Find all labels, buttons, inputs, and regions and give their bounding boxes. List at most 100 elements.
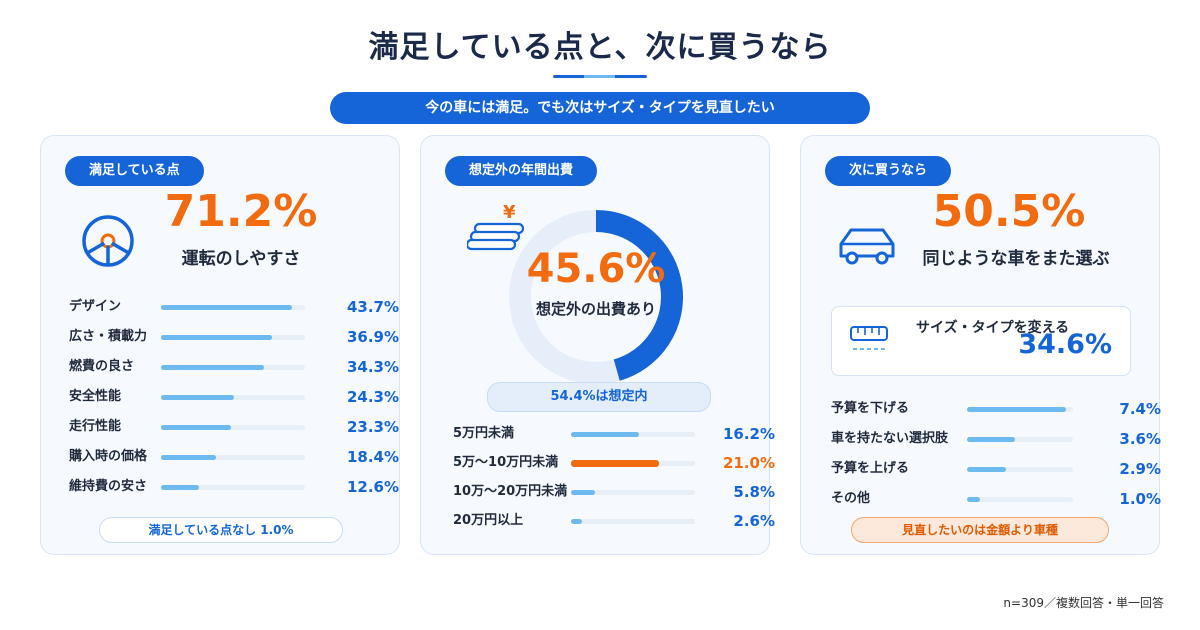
bar-row: 広さ・積載力 36.9% xyxy=(69,326,399,348)
bar-row: 予算を上げる 2.9% xyxy=(831,458,1161,480)
bar-label: 購入時の価格 xyxy=(69,449,148,464)
bar-value-label: 23.3% xyxy=(346,418,399,436)
bar xyxy=(161,335,272,340)
bar-track xyxy=(571,432,695,437)
bar-label: 予算を上げる xyxy=(831,461,910,476)
highlight-pct: 34.6% xyxy=(1018,329,1112,360)
bar-label: 維持費の安さ xyxy=(69,479,148,494)
bar-row: 安全性能 24.3% xyxy=(69,386,399,408)
bar-row: 5万円未満 16.2% xyxy=(453,423,775,445)
donut-note: 54.4%は想定内 xyxy=(487,382,711,412)
bar-value-label: 43.7% xyxy=(346,298,399,316)
bar-track xyxy=(571,460,695,467)
bar-value-label: 2.9% xyxy=(1119,460,1161,478)
bar-row: 10万〜20万円未満 5.8% xyxy=(453,481,775,503)
bar-track xyxy=(967,437,1073,442)
size-type-highlight-box: サイズ・タイプを変える 34.6% xyxy=(831,306,1131,376)
bar-label: 予算を下げる xyxy=(831,401,910,416)
bar-row: その他 1.0% xyxy=(831,488,1161,510)
bar-row: デザイン 43.7% xyxy=(69,296,399,318)
bar-label: 走行性能 xyxy=(69,419,122,434)
bar xyxy=(967,437,1016,442)
bar-track xyxy=(571,519,695,524)
bar-track xyxy=(967,407,1073,412)
footnote: n=309／複数回答・単一回答 xyxy=(1003,596,1164,610)
next-purchase-panel-label: 次に買うなら xyxy=(825,156,952,186)
bar-row: 車を持たない選択肢 3.6% xyxy=(831,428,1161,450)
unexpected-donut-chart xyxy=(509,210,683,384)
bar-track xyxy=(161,395,305,400)
bar-row: 購入時の価格 18.4% xyxy=(69,446,399,468)
bar-label: その他 xyxy=(831,491,871,506)
bar xyxy=(571,519,582,524)
steering-wheel-icon xyxy=(82,215,134,267)
bar-row: 走行性能 23.3% xyxy=(69,416,399,438)
next-purchase-note: 見直したいのは金額より車種 xyxy=(851,517,1109,543)
bar-value-label: 21.0% xyxy=(722,454,775,472)
bar-value-label: 12.6% xyxy=(346,478,399,496)
bar xyxy=(967,407,1067,412)
bar-value-label: 5.8% xyxy=(733,483,775,501)
bar xyxy=(161,425,231,430)
bar-track xyxy=(571,490,695,495)
bar-track xyxy=(161,305,305,310)
satisfaction-note: 満足している点なし 1.0% xyxy=(99,517,343,543)
donut-center-pct: 45.6% xyxy=(526,246,666,292)
next-purchase-panel: 次に買うなら 50.5% 同じような車をまた選ぶ サイズ・タイプを変える 34.… xyxy=(800,135,1161,555)
bar xyxy=(161,395,234,400)
bar-value-label: 34.3% xyxy=(346,358,399,376)
bar-row: 予算を下げる 7.4% xyxy=(831,398,1161,420)
bar xyxy=(161,455,217,460)
bar-label: 5万〜10万円未満 xyxy=(453,455,559,470)
bar-label: 燃費の良さ xyxy=(69,359,135,374)
bar-value-label: 16.2% xyxy=(722,425,775,443)
bar-label: 5万円未満 xyxy=(453,426,515,441)
page-title: 満足している点と、次に買うなら xyxy=(368,30,832,65)
bar-value-label: 2.6% xyxy=(733,512,775,530)
donut-slice-unexpected xyxy=(595,210,683,381)
bar-track xyxy=(967,497,1073,502)
donut-center-caption: 想定外の出費あり xyxy=(535,300,656,318)
highlight-caption: サイズ・タイプを変える xyxy=(916,320,1070,336)
bar-value-label: 7.4% xyxy=(1119,400,1161,418)
bar-label: 安全性能 xyxy=(69,389,122,404)
subtitle-banner: 今の車には満足。でも次はサイズ・タイプを見直したい xyxy=(330,92,870,124)
bar-label: 広さ・積載力 xyxy=(69,329,148,344)
bar-value-label: 3.6% xyxy=(1119,430,1161,448)
bar xyxy=(161,305,293,310)
bar-label: デザイン xyxy=(69,299,122,314)
bar-track xyxy=(161,485,305,490)
bar-row: 維持費の安さ 12.6% xyxy=(69,476,399,498)
bar-label: 20万円以上 xyxy=(453,513,524,528)
car-icon xyxy=(839,228,895,265)
bar-label: 車を持たない選択肢 xyxy=(831,431,949,446)
next-top-pct: 50.5% xyxy=(932,186,1086,237)
bar-value-label: 24.3% xyxy=(346,388,399,406)
next-top-caption: 同じような車をまた選ぶ xyxy=(922,249,1110,269)
satisfaction-panel: 満足している点 71.2% 運転のしやすさ デザイン 43.7% 広さ・積載力 36.… xyxy=(40,135,400,555)
bar xyxy=(571,432,640,437)
unexpected-expense-panel: 想定外の年間出費 ¥ 45.6% 想定外の出費あり 54.4%は想定内 5万円未… xyxy=(420,135,775,555)
bar xyxy=(571,490,596,495)
satisfaction-top-pct: 71.2% xyxy=(164,186,318,237)
bar-value-label: 1.0% xyxy=(1119,490,1161,508)
yen-coins-icon: ¥ xyxy=(467,202,525,251)
title-underline xyxy=(553,75,647,78)
bar-track xyxy=(161,365,305,370)
unexpected-panel-label: 想定外の年間出費 xyxy=(445,156,598,186)
bar xyxy=(161,365,264,370)
bar-track xyxy=(967,467,1073,472)
bar-value-label: 36.9% xyxy=(346,328,399,346)
svg-text:¥: ¥ xyxy=(503,202,516,223)
bar xyxy=(571,460,660,467)
satisfaction-panel-label: 満足している点 xyxy=(65,156,204,186)
bar xyxy=(967,497,981,502)
bar-row: 20万円以上 2.6% xyxy=(453,510,775,532)
bar-label: 10万〜20万円未満 xyxy=(453,484,568,499)
bar xyxy=(967,467,1006,472)
bar-track xyxy=(161,455,305,460)
bar-track xyxy=(161,425,305,430)
satisfaction-top-caption: 運転のしやすさ xyxy=(181,249,301,269)
bar-track xyxy=(161,335,305,340)
bar-row: 5万〜10万円未満 21.0% xyxy=(453,452,775,474)
